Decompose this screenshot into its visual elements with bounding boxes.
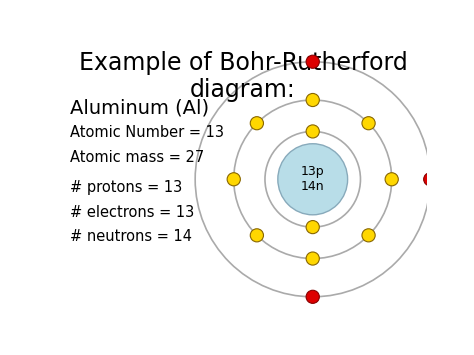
Text: # protons = 13: # protons = 13 <box>70 180 182 195</box>
Ellipse shape <box>306 252 319 265</box>
Text: 13p
14n: 13p 14n <box>301 165 325 193</box>
Text: Atomic Number = 13: Atomic Number = 13 <box>70 125 224 140</box>
Text: Atomic mass = 27: Atomic mass = 27 <box>70 150 204 165</box>
Text: # electrons = 13: # electrons = 13 <box>70 204 194 220</box>
Ellipse shape <box>306 55 319 68</box>
Ellipse shape <box>250 229 264 242</box>
Text: diagram:: diagram: <box>190 78 296 102</box>
Ellipse shape <box>250 117 264 130</box>
Ellipse shape <box>362 229 375 242</box>
Ellipse shape <box>424 173 437 186</box>
Ellipse shape <box>306 220 319 234</box>
Ellipse shape <box>306 125 319 138</box>
Text: Example of Bohr-Rutherford: Example of Bohr-Rutherford <box>79 51 407 75</box>
Text: Aluminum (Al): Aluminum (Al) <box>70 99 210 118</box>
Ellipse shape <box>306 93 319 106</box>
Ellipse shape <box>306 290 319 304</box>
Text: # neutrons = 14: # neutrons = 14 <box>70 229 192 244</box>
Ellipse shape <box>385 173 398 186</box>
Ellipse shape <box>362 117 375 130</box>
Ellipse shape <box>278 144 347 215</box>
Ellipse shape <box>227 173 240 186</box>
